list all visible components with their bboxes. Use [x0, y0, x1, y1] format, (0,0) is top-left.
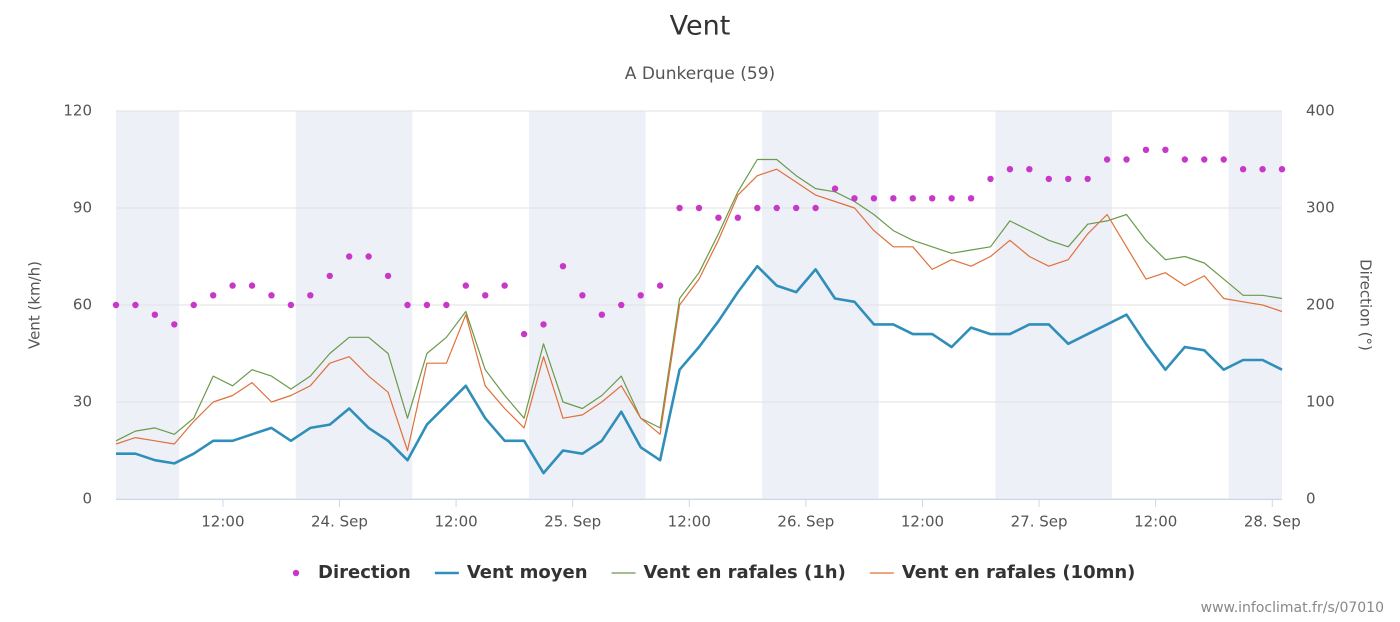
direction-dot — [579, 292, 586, 299]
direction-dot — [870, 195, 878, 202]
direction-dot — [618, 301, 625, 309]
direction-dot — [656, 282, 664, 289]
direction-dot — [540, 321, 547, 328]
x-tick-label: 26. Sep — [777, 513, 834, 531]
direction-dot — [754, 204, 761, 212]
y-tick-label: 30 — [73, 393, 92, 411]
legend-label: Vent en rafales (1h) — [644, 562, 846, 583]
legend-label: Direction — [318, 562, 411, 583]
y-tick-label: 120 — [63, 102, 92, 120]
direction-dot — [1239, 166, 1247, 173]
direction-dot — [268, 292, 275, 299]
direction-dot — [346, 253, 353, 260]
direction-dot — [734, 214, 742, 221]
direction-dot — [831, 185, 839, 192]
x-tick-label: 12:00 — [434, 513, 477, 531]
direction-dot — [676, 204, 683, 212]
direction-dot — [365, 253, 372, 260]
direction-dot — [1084, 175, 1091, 183]
direction-dot — [948, 195, 955, 202]
y2-tick-label: 200 — [1306, 296, 1335, 314]
direction-dot — [229, 282, 236, 289]
direction-dot — [1142, 146, 1150, 153]
direction-dot — [909, 195, 916, 202]
direction-dot — [190, 301, 197, 309]
direction-dot — [559, 263, 567, 270]
direction-dot — [1259, 166, 1266, 173]
direction-dot — [307, 292, 314, 299]
chart-subtitle: A Dunkerque (59) — [625, 64, 775, 84]
direction-dot — [132, 301, 139, 309]
direction-dot — [598, 311, 606, 318]
direction-dot — [1220, 156, 1227, 163]
direction-dot — [423, 301, 431, 309]
y2-tick-label: 400 — [1306, 102, 1335, 120]
direction-dot — [851, 195, 858, 202]
direction-dot — [151, 311, 159, 318]
x-tick-label: 12:00 — [1134, 513, 1177, 531]
y-tick-label: 0 — [82, 490, 92, 508]
direction-dot — [1006, 166, 1014, 173]
direction-dot — [1045, 175, 1053, 183]
credit: www.infoclimat.fr/s/07010 — [1201, 600, 1384, 616]
legend-item: Direction — [292, 562, 411, 583]
direction-dot — [715, 214, 722, 221]
x-tick-label: 24. Sep — [311, 513, 368, 531]
legend-item: Vent en rafales (10mn) — [869, 562, 1136, 583]
x-tick-label: 25. Sep — [544, 513, 601, 531]
direction-dot — [462, 282, 469, 289]
direction-dot — [967, 195, 975, 202]
direction-dot — [637, 292, 644, 299]
direction-dot — [209, 292, 217, 299]
direction-dot — [248, 282, 256, 289]
direction-dot — [482, 292, 489, 299]
direction-dot — [112, 301, 120, 309]
x-tick-label: 27. Sep — [1011, 513, 1068, 531]
direction-dot — [287, 301, 295, 309]
legend-item: Vent en rafales (1h) — [611, 562, 846, 583]
series-line — [115, 158, 1283, 442]
y-tick-label: 90 — [73, 199, 92, 217]
y2-axis-label: Direction (°) — [1357, 259, 1375, 351]
direction-dot — [1103, 156, 1111, 163]
direction-dot — [501, 282, 508, 289]
direction-dot — [1201, 156, 1208, 163]
direction-dot — [695, 204, 703, 212]
x-tick-label: 12:00 — [901, 513, 944, 531]
direction-dot — [929, 195, 936, 202]
direction-dot — [326, 272, 333, 280]
legend-item: Vent moyen — [434, 562, 588, 583]
x-tick-label: 28. Sep — [1244, 513, 1301, 531]
direction-dot — [792, 204, 800, 212]
x-tick-label: 12:00 — [201, 513, 244, 531]
direction-dot — [773, 204, 780, 212]
direction-dot — [890, 195, 897, 202]
direction-dot — [384, 272, 392, 280]
legend-label: Vent en rafales (10mn) — [902, 562, 1136, 583]
legend-symbol — [292, 569, 300, 577]
direction-dot — [443, 301, 450, 309]
direction-dot — [1278, 166, 1286, 173]
direction-dot — [1181, 156, 1189, 163]
direction-dot — [1026, 166, 1033, 173]
x-tick-label: 12:00 — [668, 513, 711, 531]
direction-dot — [1162, 146, 1169, 153]
series-line — [116, 264, 1283, 475]
y-axis-label: Vent (km/h) — [26, 261, 44, 349]
direction-dot — [171, 321, 178, 328]
direction-dot — [1065, 175, 1072, 183]
direction-dot — [520, 330, 528, 338]
y2-tick-label: 0 — [1306, 490, 1316, 508]
direction-dot — [987, 175, 994, 183]
y-tick-label: 60 — [73, 296, 92, 314]
chart-title: Vent — [670, 11, 731, 42]
direction-dot — [812, 204, 819, 212]
direction-dot — [404, 301, 411, 309]
legend-label: Vent moyen — [467, 562, 588, 583]
y2-tick-label: 100 — [1306, 393, 1335, 411]
direction-dot — [1123, 156, 1130, 163]
y2-tick-label: 300 — [1306, 199, 1335, 217]
series-line — [115, 168, 1283, 452]
